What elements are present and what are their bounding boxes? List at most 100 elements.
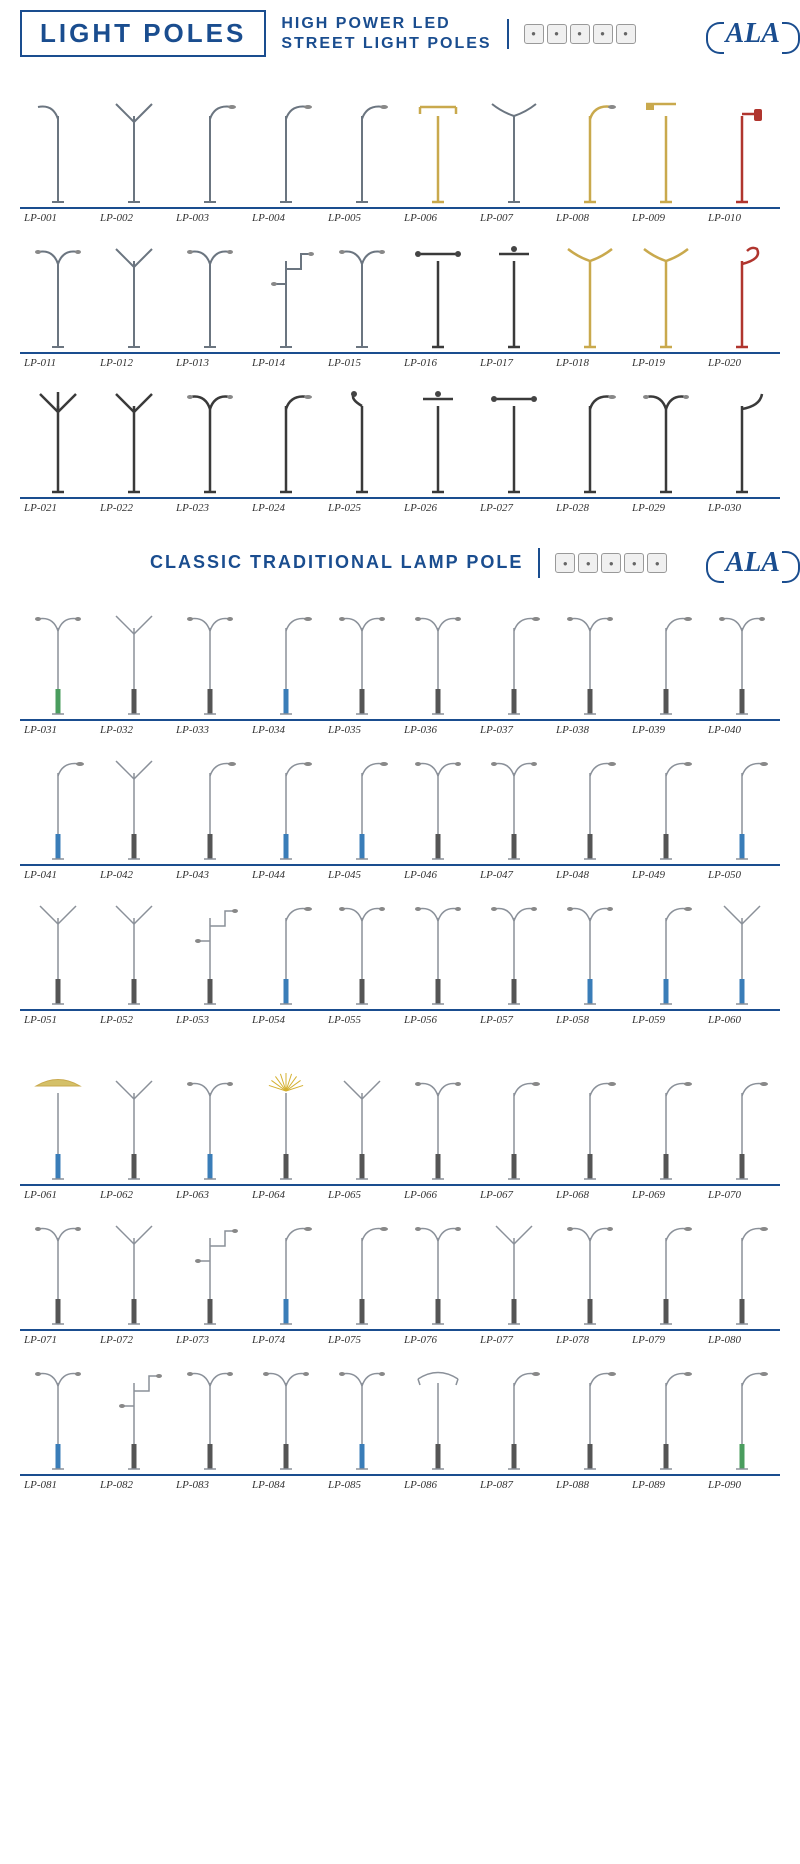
cert-badge-icon: ● <box>524 24 544 44</box>
cert-badges: ●●●●● <box>524 24 636 44</box>
product-id-label: LP-082 <box>96 1474 172 1499</box>
product-cell: LP-081 <box>20 1354 96 1499</box>
product-cell: LP-022 <box>96 377 172 522</box>
pole-icon <box>172 599 248 719</box>
product-cell: LP-003 <box>172 87 248 232</box>
product-cell: LP-045 <box>324 744 400 889</box>
product-cell: LP-019 <box>628 232 704 377</box>
product-cell: LP-087 <box>476 1354 552 1499</box>
pole-icon <box>628 377 704 497</box>
pole-icon <box>628 87 704 207</box>
product-cell: LP-039 <box>628 599 704 744</box>
product-cell: LP-009 <box>628 87 704 232</box>
product-cell: LP-004 <box>248 87 324 232</box>
product-cell: LP-073 <box>172 1209 248 1354</box>
pole-icon <box>172 1354 248 1474</box>
product-cell: LP-026 <box>400 377 476 522</box>
product-id-label: LP-078 <box>552 1329 628 1354</box>
product-id-label: LP-009 <box>628 207 704 232</box>
product-cell: LP-047 <box>476 744 552 889</box>
product-id-label: LP-079 <box>628 1329 704 1354</box>
product-cell: LP-070 <box>704 1064 780 1209</box>
product-cell: LP-040 <box>704 599 780 744</box>
pole-icon <box>552 1354 628 1474</box>
product-id-label: LP-035 <box>324 719 400 744</box>
product-id-label: LP-046 <box>400 864 476 889</box>
product-cell: LP-041 <box>20 744 96 889</box>
product-cell: LP-071 <box>20 1209 96 1354</box>
product-id-label: LP-080 <box>704 1329 780 1354</box>
cert-badge-icon: ● <box>555 553 575 573</box>
product-id-label: LP-061 <box>20 1184 96 1209</box>
product-cell: LP-075 <box>324 1209 400 1354</box>
product-id-label: LP-026 <box>400 497 476 522</box>
pole-icon <box>704 889 780 1009</box>
product-id-label: LP-073 <box>172 1329 248 1354</box>
product-cell: LP-034 <box>248 599 324 744</box>
product-cell: LP-069 <box>628 1064 704 1209</box>
pole-icon <box>552 1209 628 1329</box>
product-id-label: LP-086 <box>400 1474 476 1499</box>
product-id-label: LP-068 <box>552 1184 628 1209</box>
pole-icon <box>476 1354 552 1474</box>
pole-icon <box>704 599 780 719</box>
pole-icon <box>476 87 552 207</box>
product-id-label: LP-070 <box>704 1184 780 1209</box>
product-id-label: LP-027 <box>476 497 552 522</box>
product-cell: LP-057 <box>476 889 552 1034</box>
pole-icon <box>476 1209 552 1329</box>
divider-icon <box>538 548 540 578</box>
section2-title: CLASSIC TRADITIONAL LAMP POLE <box>150 552 523 574</box>
product-cell: LP-067 <box>476 1064 552 1209</box>
pole-icon <box>248 744 324 864</box>
pole-icon <box>704 1354 780 1474</box>
product-cell: LP-044 <box>248 744 324 889</box>
product-id-label: LP-025 <box>324 497 400 522</box>
product-id-label: LP-010 <box>704 207 780 232</box>
pole-icon <box>20 1354 96 1474</box>
product-id-label: LP-032 <box>96 719 172 744</box>
main-header: LIGHT POLES HIGH POWER LED STREET LIGHT … <box>20 10 780 57</box>
product-cell: LP-008 <box>552 87 628 232</box>
pole-icon <box>400 599 476 719</box>
pole-icon <box>248 599 324 719</box>
pole-icon <box>628 1354 704 1474</box>
pole-icon <box>96 87 172 207</box>
cert-badge-icon: ● <box>624 553 644 573</box>
product-id-label: LP-042 <box>96 864 172 889</box>
product-id-label: LP-050 <box>704 864 780 889</box>
section1-grid: LP-001LP-002LP-003LP-004LP-005LP-006LP-0… <box>20 87 780 522</box>
pole-icon <box>400 1209 476 1329</box>
pole-icon <box>20 87 96 207</box>
pole-icon <box>400 1064 476 1184</box>
product-cell: LP-082 <box>96 1354 172 1499</box>
product-id-label: LP-013 <box>172 352 248 377</box>
pole-icon <box>704 87 780 207</box>
product-id-label: LP-029 <box>628 497 704 522</box>
product-cell: LP-023 <box>172 377 248 522</box>
product-cell: LP-029 <box>628 377 704 522</box>
product-id-label: LP-090 <box>704 1474 780 1499</box>
pole-icon <box>400 744 476 864</box>
product-id-label: LP-021 <box>20 497 96 522</box>
subtitle-line1: HIGH POWER LED <box>281 14 491 33</box>
product-id-label: LP-069 <box>628 1184 704 1209</box>
product-cell: LP-043 <box>172 744 248 889</box>
product-cell: LP-080 <box>704 1209 780 1354</box>
pole-icon <box>248 87 324 207</box>
product-id-label: LP-031 <box>20 719 96 744</box>
pole-icon <box>628 1064 704 1184</box>
product-cell: LP-031 <box>20 599 96 744</box>
cert-badge-icon: ● <box>647 553 667 573</box>
product-cell: LP-013 <box>172 232 248 377</box>
pole-icon <box>96 599 172 719</box>
product-id-label: LP-047 <box>476 864 552 889</box>
pole-icon <box>248 377 324 497</box>
pole-icon <box>552 232 628 352</box>
cert-badge-icon: ● <box>593 24 613 44</box>
product-cell: LP-052 <box>96 889 172 1034</box>
pole-icon <box>324 1354 400 1474</box>
pole-icon <box>628 1209 704 1329</box>
pole-icon <box>248 1209 324 1329</box>
product-id-label: LP-085 <box>324 1474 400 1499</box>
